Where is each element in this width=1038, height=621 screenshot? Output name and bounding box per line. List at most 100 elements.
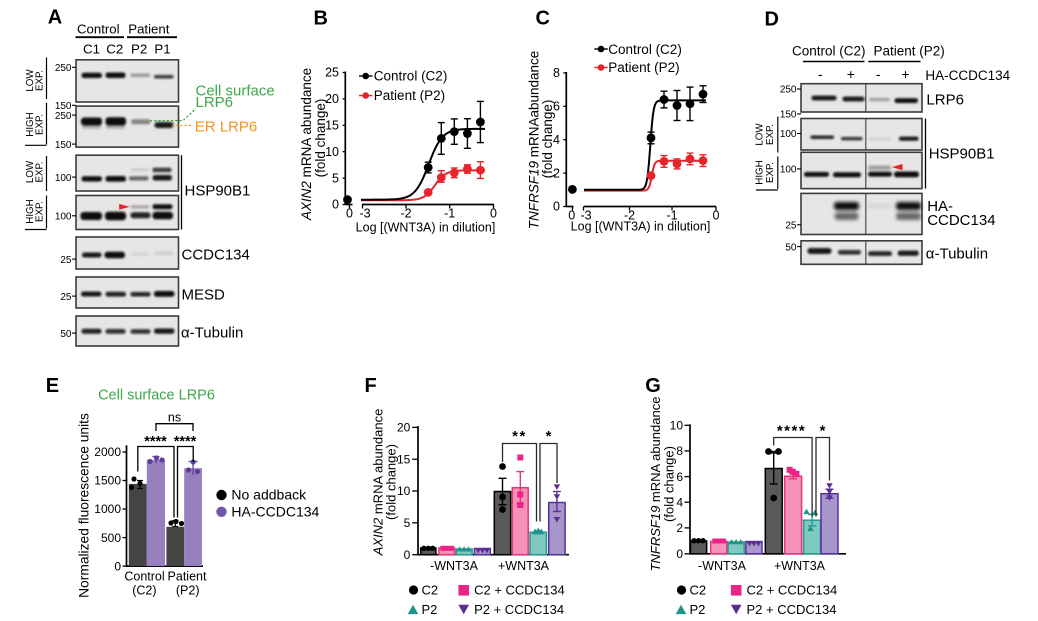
svg-text:2: 2 (553, 166, 560, 180)
svg-text:100: 100 (55, 173, 72, 184)
svg-text:2: 2 (676, 521, 683, 535)
svg-text:Patient (P2): Patient (P2) (374, 88, 445, 103)
svg-text:5: 5 (332, 171, 339, 185)
svg-text:HA-CCDC134: HA-CCDC134 (231, 504, 319, 520)
svg-text:15: 15 (397, 452, 411, 466)
svg-text:4: 4 (676, 495, 683, 509)
svg-text:0: 0 (404, 548, 411, 562)
svg-text:(fold change): (fold change) (540, 100, 555, 179)
svg-text:LOW: LOW (755, 123, 766, 146)
svg-text:6: 6 (553, 100, 560, 114)
svg-text:HA-CCDC134: HA-CCDC134 (925, 68, 1010, 83)
svg-text:G: G (645, 375, 661, 397)
svg-text:1000: 1000 (94, 502, 121, 516)
svg-text:Patient: Patient (128, 22, 169, 37)
svg-text:P2 + CCDC134: P2 + CCDC134 (747, 602, 837, 617)
svg-text:C2: C2 (106, 42, 123, 57)
svg-text:α-Tubulin: α-Tubulin (181, 325, 243, 342)
svg-text:MESD: MESD (182, 287, 226, 304)
svg-text:Control: Control (77, 22, 120, 37)
svg-text:P1: P1 (154, 42, 170, 57)
svg-text:-WNT3A: -WNT3A (430, 559, 479, 573)
svg-text:-2: -2 (624, 209, 635, 223)
svg-text:(fold change): (fold change) (384, 444, 399, 520)
svg-text:Patient: Patient (168, 570, 207, 584)
svg-text:C2 + CCDC134: C2 + CCDC134 (474, 583, 565, 598)
svg-text:C1: C1 (83, 42, 100, 57)
svg-text:-: - (818, 66, 823, 82)
svg-text:Cell surface: Cell surface (196, 83, 275, 100)
svg-text:100: 100 (780, 129, 797, 140)
svg-text:P2: P2 (690, 602, 706, 617)
svg-text:4: 4 (553, 133, 560, 147)
svg-text:LOW: LOW (25, 69, 36, 92)
svg-text:D: D (765, 9, 779, 31)
svg-text:150: 150 (780, 110, 797, 121)
svg-text:B: B (314, 8, 328, 30)
svg-text:Normalized fluorescence units: Normalized fluorescence units (77, 413, 92, 598)
svg-text:A: A (48, 7, 62, 29)
svg-text:+: + (847, 66, 855, 82)
svg-text:****: **** (174, 434, 197, 450)
svg-text:C2: C2 (690, 583, 707, 598)
svg-text:Cell surface LRP6: Cell surface LRP6 (98, 388, 215, 404)
svg-text:100: 100 (55, 212, 72, 223)
svg-text:-: - (876, 66, 881, 82)
svg-text:(C2): (C2) (132, 584, 156, 598)
svg-text:0: 0 (114, 559, 121, 573)
svg-text:Log [(WNT3A) in dilution]: Log [(WNT3A) in dilution] (571, 220, 711, 234)
svg-text:0: 0 (346, 207, 353, 221)
svg-text:5: 5 (404, 516, 411, 530)
svg-text:0: 0 (676, 547, 683, 561)
svg-text:TNFRSF19 mRNAabundance: TNFRSF19 mRNAabundance (527, 51, 542, 230)
svg-text:Patient (P2): Patient (P2) (608, 60, 679, 75)
svg-text:(fold change): (fold change) (313, 99, 328, 178)
svg-text:50: 50 (785, 242, 797, 253)
svg-text:EXP.: EXP. (34, 201, 45, 222)
svg-text:0: 0 (568, 209, 575, 223)
svg-text:CCDC134: CCDC134 (182, 246, 250, 263)
svg-text:-3: -3 (359, 207, 370, 221)
svg-text:HSP90B1: HSP90B1 (929, 145, 995, 162)
svg-text:0: 0 (490, 207, 497, 221)
svg-text:ER LRP6: ER LRP6 (195, 119, 258, 136)
svg-text:25: 25 (60, 255, 72, 266)
svg-text:10: 10 (397, 484, 411, 498)
svg-text:250: 250 (55, 63, 72, 74)
svg-text:AXIN2 mRNA abundance: AXIN2 mRNA abundance (299, 68, 314, 221)
svg-text:-2: -2 (400, 207, 411, 221)
svg-text:EXP.: EXP. (34, 161, 45, 182)
svg-text:Control (C2): Control (C2) (792, 44, 866, 59)
svg-text:15: 15 (325, 119, 339, 133)
svg-text:*: * (546, 428, 552, 445)
svg-text:150: 150 (55, 101, 72, 112)
svg-text:500: 500 (101, 531, 121, 545)
svg-text:(fold change): (fold change) (662, 446, 677, 522)
svg-text:25: 25 (325, 66, 339, 80)
svg-text:LRP6: LRP6 (196, 94, 234, 111)
svg-text:10: 10 (670, 419, 684, 433)
svg-text:0: 0 (553, 200, 560, 214)
svg-text:CCDC134: CCDC134 (927, 212, 995, 229)
svg-text:TNFRSF19 mRNA abundance: TNFRSF19 mRNA abundance (648, 397, 663, 572)
svg-text:HIGH: HIGH (25, 112, 36, 137)
svg-text:****: **** (777, 423, 806, 440)
svg-text:C2: C2 (422, 583, 439, 598)
svg-text:0: 0 (332, 198, 339, 212)
svg-text:2000: 2000 (94, 445, 121, 459)
svg-text:EXP.: EXP. (34, 114, 45, 135)
svg-text:*: * (820, 423, 826, 440)
svg-text:-1: -1 (444, 207, 455, 221)
svg-text:HSP90B1: HSP90B1 (185, 182, 251, 199)
svg-text:+WNT3A: +WNT3A (498, 559, 550, 573)
svg-text:No addback: No addback (231, 487, 307, 503)
svg-text:6: 6 (676, 470, 683, 484)
svg-text:EXP.: EXP. (765, 124, 776, 145)
svg-text:E: E (46, 375, 59, 397)
svg-text:P2: P2 (131, 42, 147, 57)
svg-text:0: 0 (713, 209, 720, 223)
svg-text:LOW: LOW (25, 160, 36, 183)
svg-text:100: 100 (780, 165, 797, 176)
svg-text:+WNT3A: +WNT3A (774, 559, 826, 573)
svg-text:C: C (536, 8, 550, 30)
